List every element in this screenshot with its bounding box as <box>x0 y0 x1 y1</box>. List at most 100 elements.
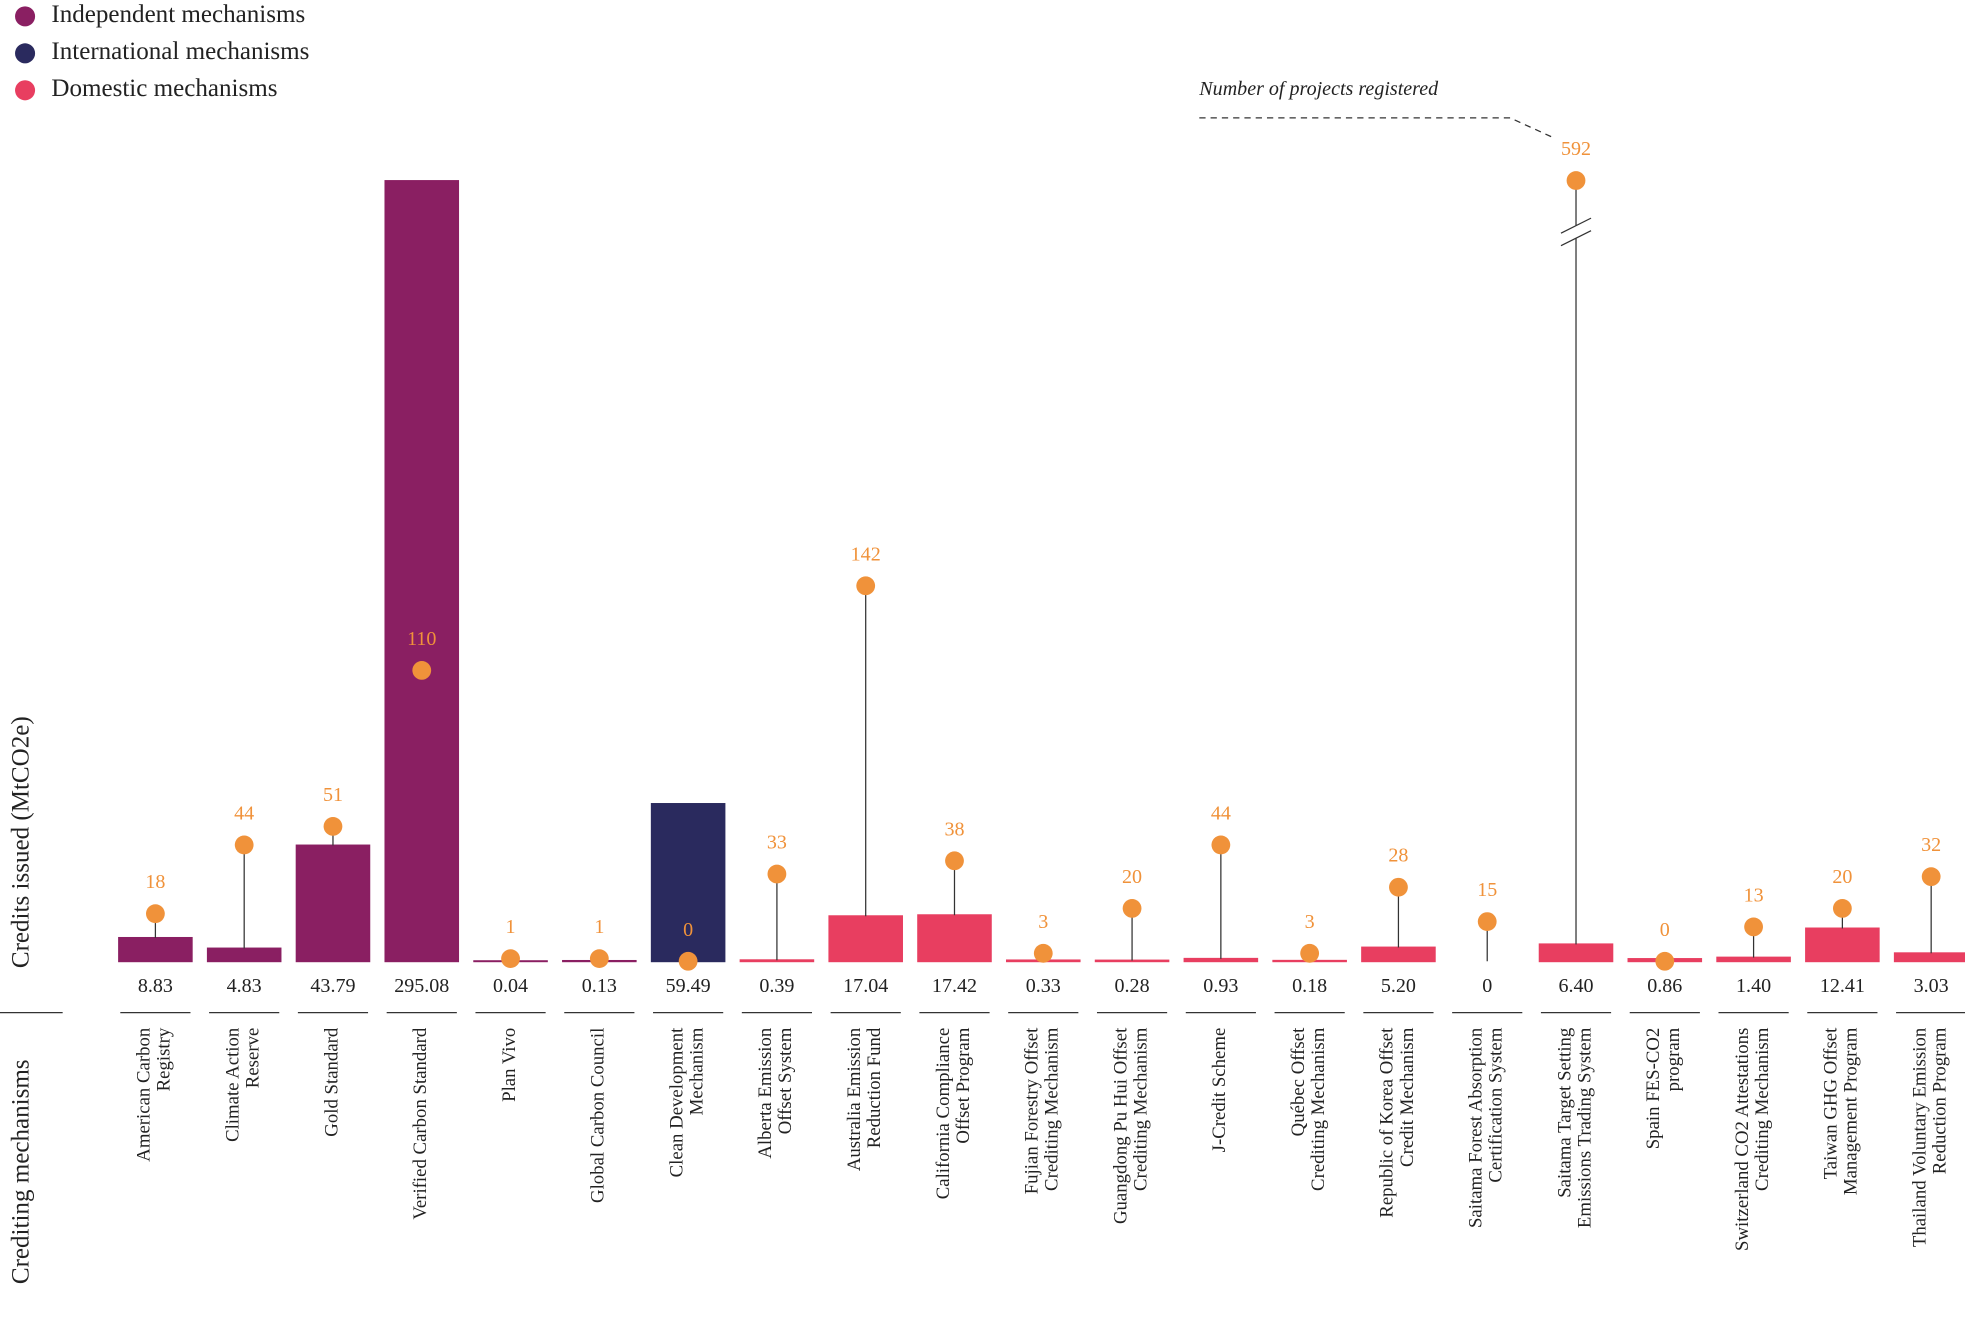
project-label: 13 <box>1744 884 1764 906</box>
project-dot <box>1477 912 1497 932</box>
x-tick-label: Credit Mechanism <box>1397 1027 1418 1167</box>
x-tick-label: Taiwan GHG Offset <box>1821 1027 1842 1179</box>
x-tick-label: Saitama Target Setting <box>1554 1027 1575 1198</box>
x-tick-label: Mechanism <box>686 1027 707 1115</box>
project-dot <box>145 904 165 924</box>
project-dot <box>412 661 432 680</box>
x-tick-label: American Carbon <box>134 1027 155 1162</box>
x-tick-label: program <box>1663 1027 1684 1091</box>
x-tick-label: Fujian Forestry Offset <box>1022 1027 1043 1194</box>
bar <box>1094 959 1170 963</box>
bar <box>1805 927 1880 963</box>
x-tick-label: Offset Program <box>953 1027 974 1143</box>
value-label: 0 <box>1482 975 1492 997</box>
value-label: 0.93 <box>1203 975 1238 997</box>
project-label: 20 <box>1832 866 1852 888</box>
project-dot <box>767 864 787 884</box>
x-tick-label: Alberta Emission <box>755 1027 776 1159</box>
value-label: 17.42 <box>932 975 977 997</box>
x-tick-label: Reduction Fund <box>864 1027 885 1148</box>
project-label: 20 <box>1122 866 1142 888</box>
project-dot <box>1211 835 1231 855</box>
annotation: Number of projects registered <box>1198 78 1439 100</box>
bar <box>1183 957 1259 963</box>
value-label: 0.18 <box>1292 975 1327 997</box>
x-tick-label: Climate Action <box>222 1027 243 1142</box>
x-tick-label: Registry <box>154 1027 175 1091</box>
value-label: 295.08 <box>394 975 449 997</box>
bar <box>1893 952 1965 963</box>
bar <box>917 914 992 963</box>
x-tick-label: Crediting Mechanism <box>1130 1027 1151 1191</box>
bar <box>739 959 815 963</box>
bar <box>828 915 903 963</box>
x-tick-label: Clean Development <box>666 1027 687 1177</box>
break-mark <box>1560 217 1592 234</box>
x-tick-label: Global Carbon Council <box>588 1028 609 1203</box>
value-label: 43.79 <box>310 975 355 997</box>
value-label: 8.83 <box>138 975 173 997</box>
project-label: 44 <box>234 802 254 824</box>
project-dot <box>1655 951 1675 971</box>
annotation-line <box>1199 117 1555 139</box>
project-dot <box>1122 898 1142 918</box>
x-tick-label: J-Credit Scheme <box>1209 1028 1230 1153</box>
project-label: 18 <box>145 871 165 893</box>
x-tick-label: Emissions Trading System <box>1574 1027 1595 1228</box>
project-label: 142 <box>851 543 881 565</box>
x-tick-label: Gold Standard <box>321 1027 342 1137</box>
x-tick-label: Spain FES-CO2 <box>1643 1028 1664 1150</box>
value-label: 0.39 <box>759 975 794 997</box>
project-dot <box>1033 943 1053 963</box>
bar <box>1361 946 1436 963</box>
x-tick-label: Québec Offset <box>1288 1027 1309 1136</box>
legend-swatch <box>15 6 36 27</box>
project-label: 38 <box>944 818 964 840</box>
project-label: 33 <box>767 832 787 854</box>
project-dot <box>1921 867 1941 887</box>
x-tick-label: Guangdong Pu Hui Offset <box>1110 1027 1131 1224</box>
value-label: 3.03 <box>1914 975 1949 997</box>
value-label: 0.04 <box>493 975 528 997</box>
x-tick-label: Crediting Mechanism <box>1042 1027 1063 1191</box>
x-tick-label: Plan Vivo <box>499 1028 520 1102</box>
x-tick-label: California Compliance <box>933 1028 954 1200</box>
project-dot <box>856 576 876 596</box>
project-dot <box>678 951 698 971</box>
project-dot <box>1566 171 1586 190</box>
project-dot <box>501 949 520 969</box>
project-label: 1 <box>594 916 604 938</box>
x-tick-label: Thailand Voluntary Emission <box>1909 1027 1930 1247</box>
project-label: 32 <box>1921 834 1941 856</box>
break-gap <box>1558 225 1594 239</box>
y-axis-label: Credits issued (MtCO2e) <box>7 716 34 968</box>
legend-label: Independent mechanisms <box>51 1 305 28</box>
legend-swatch <box>15 43 36 64</box>
bar <box>1538 943 1614 963</box>
value-label: 5.20 <box>1381 975 1416 997</box>
x-tick-label: Management Program <box>1841 1027 1862 1195</box>
bar <box>118 936 193 963</box>
x-tick-label: Crediting Mechanism <box>1308 1027 1329 1191</box>
legend-label: Domestic mechanisms <box>51 75 277 102</box>
value-label: 6.40 <box>1558 975 1593 997</box>
legend-swatch <box>15 80 36 101</box>
x-axis-label: Crediting mechanisms <box>7 1059 34 1284</box>
project-label: 28 <box>1388 845 1408 867</box>
value-label: 17.04 <box>843 975 888 997</box>
value-label: 59.49 <box>666 975 711 997</box>
value-label: 4.83 <box>227 975 262 997</box>
value-label: 1.40 <box>1736 975 1771 997</box>
bar <box>1716 956 1791 963</box>
bar <box>384 180 460 963</box>
project-label: 0 <box>683 919 693 941</box>
x-tick-label: Republic of Korea Offset <box>1377 1027 1398 1218</box>
project-label: 110 <box>407 628 436 650</box>
project-label: 15 <box>1477 879 1497 901</box>
project-label: 44 <box>1211 802 1231 824</box>
x-tick-label: Verified Carbon Standard <box>410 1027 431 1220</box>
x-tick-label: Saitama Forest Absorption <box>1466 1027 1487 1228</box>
x-tick-label: Reduction Program <box>1930 1027 1951 1174</box>
value-label: 0.13 <box>582 975 617 997</box>
